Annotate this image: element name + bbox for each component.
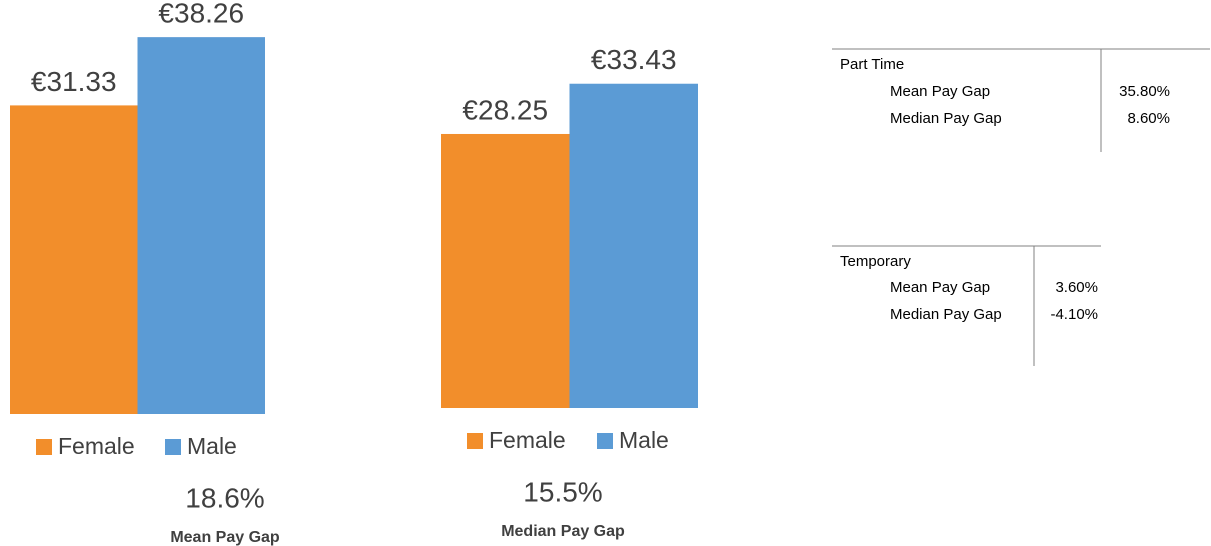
- temporary-table: Temporary Mean Pay Gap 3.60% Median Pay …: [832, 245, 1101, 366]
- legend-label: Female: [489, 427, 566, 453]
- value-label: €28.25: [462, 94, 548, 125]
- legend-swatch: [467, 433, 483, 449]
- table-title: Part Time: [840, 56, 904, 73]
- row-value: 8.60%: [1127, 110, 1170, 127]
- headline: 18.6%: [185, 482, 264, 513]
- row-value: -4.10%: [1050, 306, 1098, 323]
- row-label: Median Pay Gap: [890, 110, 1002, 127]
- row-value: 35.80%: [1119, 83, 1170, 100]
- legend-label: Male: [187, 433, 237, 459]
- value-label: €33.43: [591, 44, 677, 75]
- row-value: 3.60%: [1055, 279, 1098, 296]
- legend-swatch: [165, 439, 181, 455]
- value-label: €31.33: [31, 66, 117, 97]
- legend-swatch: [36, 439, 52, 455]
- bar: [441, 133, 570, 408]
- row-label: Median Pay Gap: [890, 306, 1002, 323]
- table-title: Temporary: [840, 253, 911, 270]
- legend-label: Male: [619, 427, 669, 453]
- caption: Mean Pay Gap: [170, 529, 280, 546]
- headline: 15.5%: [523, 476, 602, 507]
- legend-label: Female: [58, 433, 135, 459]
- bar: [569, 83, 698, 408]
- part-time-table: Part Time Mean Pay Gap 35.80% Median Pay…: [832, 48, 1210, 152]
- row-label: Mean Pay Gap: [890, 279, 990, 296]
- legend-swatch: [597, 433, 613, 449]
- bar: [10, 105, 138, 414]
- row-label: Mean Pay Gap: [890, 83, 990, 100]
- value-label: €38.26: [158, 0, 244, 29]
- caption: Median Pay Gap: [501, 523, 625, 540]
- bar: [137, 37, 265, 414]
